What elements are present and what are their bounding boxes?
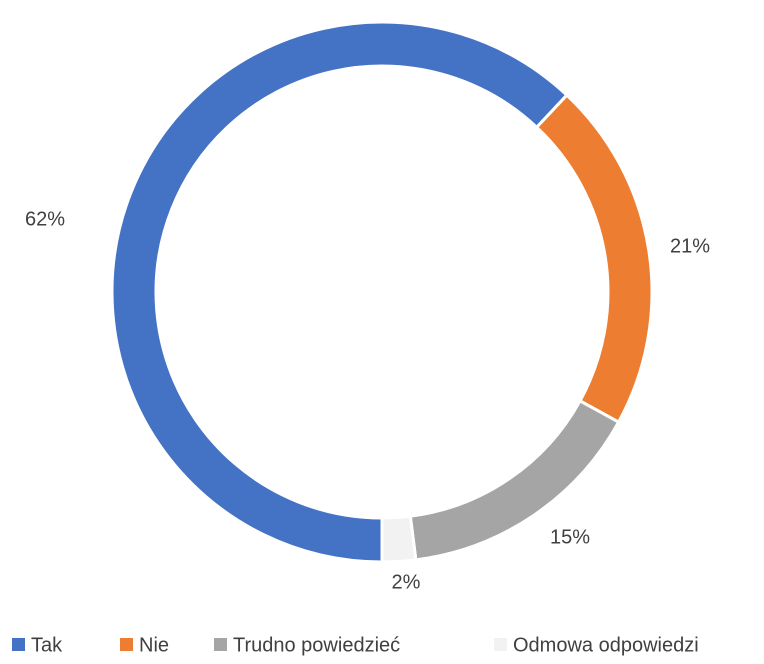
donut-slice [534,93,654,425]
legend-label: Tak [31,634,63,656]
data-label: 62% [25,208,65,230]
legend-swatch [494,638,507,651]
data-label: 15% [550,526,590,548]
legend-swatch [214,638,227,651]
donut-slice [110,20,569,564]
legend-swatch [12,638,25,651]
legend-label: Trudno powiedzieć [233,634,400,656]
data-label: 21% [670,235,710,257]
legend-label: Odmowa odpowiedzi [513,634,699,656]
legend-swatch [120,638,133,651]
data-label: 2% [392,571,421,593]
legend-label: Nie [139,634,169,656]
donut-slice [380,514,418,564]
